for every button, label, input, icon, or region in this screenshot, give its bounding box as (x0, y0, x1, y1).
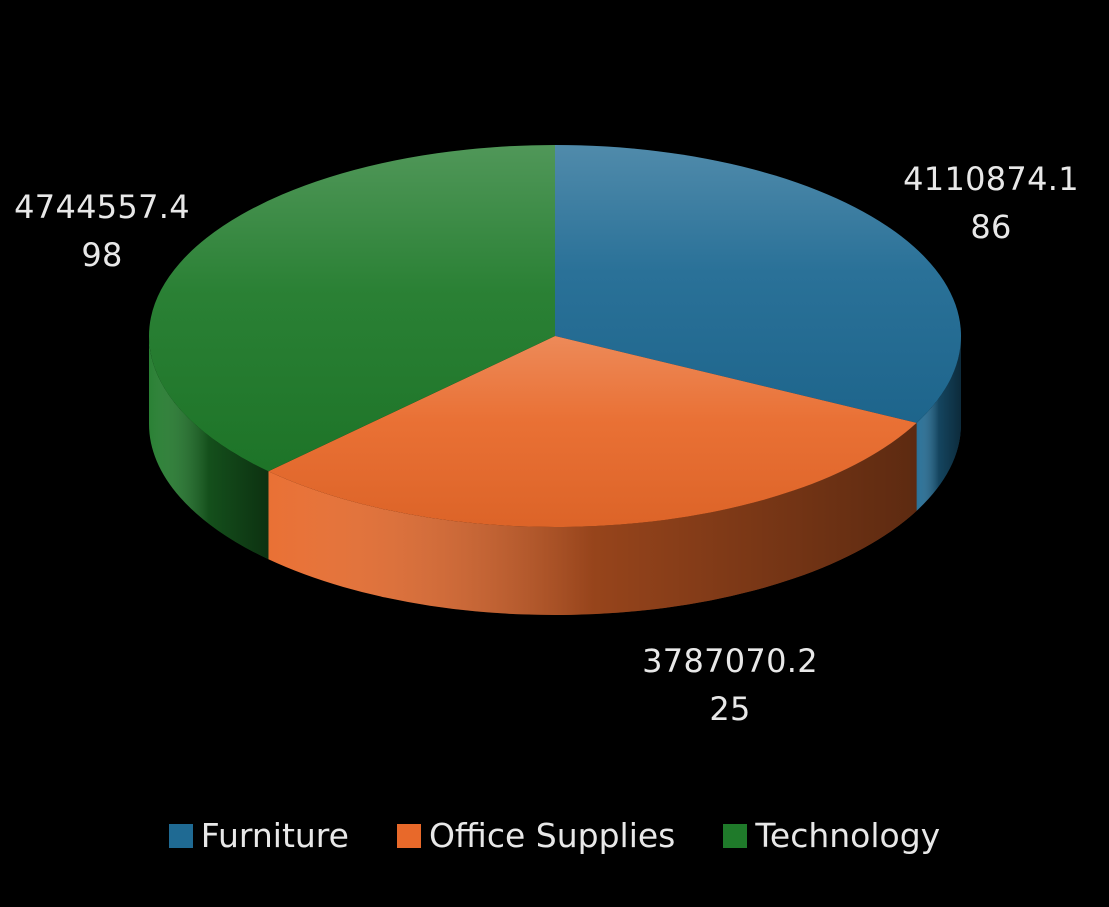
pie-side-shade-technology (149, 336, 269, 560)
data-label-office-supplies: 3787070.2 25 (642, 642, 818, 728)
legend-swatch-office-supplies (396, 823, 421, 848)
pie-side-shade-furniture (916, 336, 961, 511)
pie-plot-area (148, 145, 962, 616)
data-label-technology: 4744557.4 98 (14, 188, 190, 274)
pie-slice-sheen-office-supplies (268, 336, 917, 528)
chart-legend: Furniture Office Supplies Technology (0, 816, 1109, 855)
legend-item-technology: Technology (723, 816, 940, 855)
legend-item-furniture: Furniture (168, 816, 349, 855)
pie-slice-sheen-technology (148, 145, 555, 472)
legend-label-office-supplies: Office Supplies (428, 816, 676, 855)
legend-swatch-technology (723, 823, 748, 848)
legend-label-furniture: Furniture (200, 816, 349, 855)
legend-swatch-furniture (168, 823, 193, 848)
legend-item-office-supplies: Office Supplies (396, 816, 676, 855)
pie-side-shade-office-supplies (268, 422, 917, 616)
legend-label-technology: Technology (755, 816, 941, 855)
data-label-furniture: 4110874.1 86 (903, 160, 1079, 246)
pie-slice-sheen-furniture (555, 145, 962, 423)
